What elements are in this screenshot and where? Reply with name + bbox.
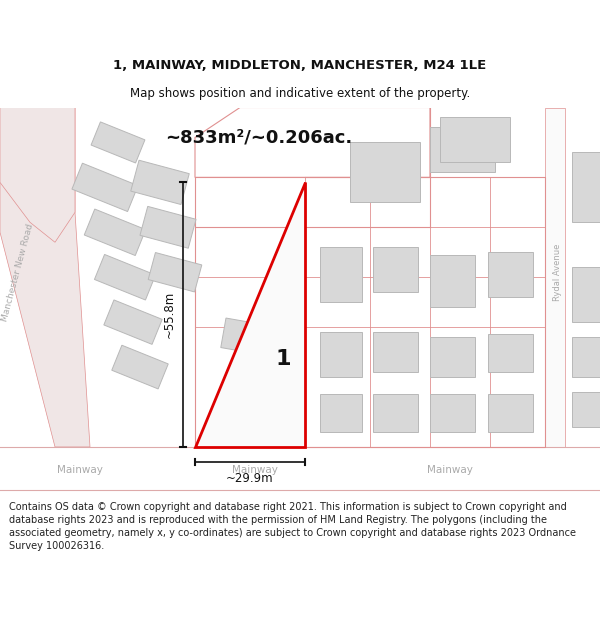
Polygon shape bbox=[0, 107, 90, 447]
Bar bbox=[488, 253, 533, 298]
Text: ~55.8m: ~55.8m bbox=[163, 291, 176, 338]
Polygon shape bbox=[195, 182, 305, 447]
Polygon shape bbox=[140, 206, 196, 248]
Bar bbox=[430, 127, 495, 172]
Text: 1: 1 bbox=[275, 349, 291, 369]
Bar bbox=[270, 502, 310, 542]
Bar bbox=[320, 502, 400, 542]
Bar bbox=[373, 332, 418, 372]
Bar bbox=[430, 337, 475, 377]
Bar bbox=[545, 107, 565, 447]
Text: Rydal Avenue: Rydal Avenue bbox=[553, 244, 562, 301]
Text: Mainway: Mainway bbox=[232, 465, 278, 475]
Polygon shape bbox=[112, 345, 168, 389]
Bar bbox=[320, 394, 362, 432]
Bar bbox=[490, 502, 515, 542]
Bar bbox=[0, 447, 600, 492]
Text: Contains OS data © Crown copyright and database right 2021. This information is : Contains OS data © Crown copyright and d… bbox=[9, 501, 576, 551]
Bar bbox=[373, 394, 418, 432]
Polygon shape bbox=[94, 254, 155, 300]
Polygon shape bbox=[72, 163, 138, 211]
Bar bbox=[572, 268, 600, 322]
Bar bbox=[440, 118, 510, 162]
Text: Mainway: Mainway bbox=[57, 465, 103, 475]
Polygon shape bbox=[91, 122, 145, 163]
Bar bbox=[430, 255, 475, 307]
Bar bbox=[415, 502, 440, 542]
Bar bbox=[488, 394, 533, 432]
Bar bbox=[430, 394, 475, 432]
Bar bbox=[220, 502, 260, 542]
Text: ~833m²/~0.206ac.: ~833m²/~0.206ac. bbox=[165, 129, 352, 146]
Bar bbox=[350, 142, 420, 202]
Text: 1, MAINWAY, MIDDLETON, MANCHESTER, M24 1LE: 1, MAINWAY, MIDDLETON, MANCHESTER, M24 1… bbox=[113, 59, 487, 72]
Bar bbox=[450, 502, 475, 542]
Polygon shape bbox=[148, 253, 202, 292]
Polygon shape bbox=[104, 300, 162, 344]
Bar bbox=[488, 334, 533, 372]
Bar bbox=[320, 332, 362, 377]
Polygon shape bbox=[131, 160, 189, 204]
Text: Manchester New Road: Manchester New Road bbox=[1, 222, 35, 322]
Polygon shape bbox=[0, 107, 75, 242]
Bar bbox=[373, 248, 418, 292]
Bar bbox=[572, 392, 600, 427]
Bar bbox=[572, 152, 600, 222]
Text: Map shows position and indicative extent of the property.: Map shows position and indicative extent… bbox=[130, 87, 470, 99]
Polygon shape bbox=[221, 318, 275, 356]
Text: ~29.9m: ~29.9m bbox=[226, 472, 274, 485]
Bar bbox=[572, 337, 600, 377]
Polygon shape bbox=[84, 209, 146, 256]
Bar bbox=[320, 248, 362, 302]
Text: Mainway: Mainway bbox=[427, 465, 473, 475]
